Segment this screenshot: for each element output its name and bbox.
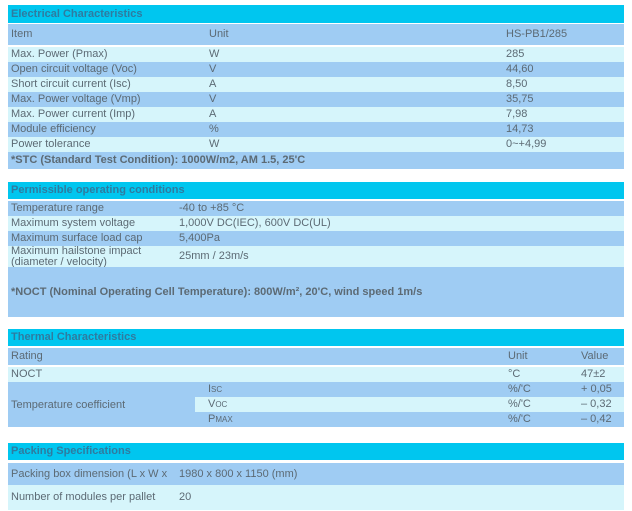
table-row-module-efficiency: Module efficiency % 14,73 bbox=[8, 122, 624, 137]
table-row-short-circuit-current: Short circuit current (Isc) A 8,50 bbox=[8, 77, 624, 92]
cell-unit: W bbox=[209, 48, 220, 60]
cell-isc-unit: %/'C bbox=[505, 382, 578, 397]
column-header-unit: Unit bbox=[209, 28, 229, 40]
cell-pmax-unit: %/'C bbox=[505, 412, 578, 427]
cell-label: Maximum hailstone impact (diameter / vel… bbox=[11, 246, 142, 267]
cell-unit: W bbox=[209, 138, 220, 150]
cell-unit: % bbox=[209, 123, 219, 135]
packing-specifications-section: Packing Specifications Packing box dimen… bbox=[8, 443, 624, 510]
cell-value: 35,75 bbox=[506, 93, 534, 105]
table-row-hailstone-impact: Maximum hailstone impact (diameter / vel… bbox=[8, 246, 624, 267]
column-header-value: Value bbox=[581, 350, 609, 362]
cell-value: 44,60 bbox=[506, 63, 534, 75]
column-header-rating: Rating bbox=[11, 350, 43, 362]
cell-value: 7,98 bbox=[506, 108, 528, 120]
cell-item: Module efficiency bbox=[11, 123, 96, 135]
cell-noct-unit: °C bbox=[505, 367, 578, 382]
cell-value: 25mm / 23m/s bbox=[179, 250, 249, 262]
section-title-thermal: Thermal Characteristics bbox=[8, 329, 624, 346]
cell-label: Temperature range bbox=[11, 202, 104, 214]
table-row-modules-per-pallet: Number of modules per pallet 20 bbox=[8, 485, 624, 510]
table-row-max-power-current: Max. Power current (Imp) A 7,98 bbox=[8, 107, 624, 122]
cell-value: 1980 x 800 x 1150 (mm) bbox=[179, 468, 298, 480]
cell-unit: V bbox=[209, 63, 217, 75]
cell-unit: A bbox=[209, 108, 217, 120]
table-row-max-power-voltage: Max. Power voltage (Vmp) V 35,75 bbox=[8, 92, 624, 107]
cell-pmax-value: – 0,42 bbox=[578, 412, 624, 427]
cell-voc-value: – 0,32 bbox=[578, 397, 624, 412]
cell-item: Power tolerance bbox=[11, 138, 91, 150]
cell-item: Open circuit voltage (Voc) bbox=[11, 63, 137, 75]
cell-value: 285 bbox=[506, 48, 525, 60]
cell-value: 20 bbox=[179, 491, 192, 503]
cell-value: 14,73 bbox=[506, 123, 534, 135]
cell-isc-label: Isc bbox=[195, 382, 505, 397]
thermal-header-row: Rating Unit Value bbox=[8, 348, 624, 365]
cell-voc-label: Voc bbox=[195, 397, 505, 412]
noct-footnote: *NOCT (Nominal Operating Cell Temperatur… bbox=[8, 267, 624, 317]
cell-value: 1,000V DC(IEC), 600V DC(UL) bbox=[179, 217, 331, 229]
cell-label: Number of modules per pallet bbox=[11, 491, 156, 503]
cell-noct-value: 47±2 bbox=[578, 367, 624, 382]
cell-temperature-coefficient-label: Temperature coefficient bbox=[8, 382, 195, 427]
cell-value: 0~+4,99 bbox=[506, 138, 547, 150]
cell-unit: V bbox=[209, 93, 217, 105]
column-header-item: Item bbox=[11, 28, 33, 40]
cell-noct-label: NOCT bbox=[8, 367, 505, 382]
cell-label: Maximum system voltage bbox=[11, 217, 136, 229]
table-row-max-system-voltage: Maximum system voltage 1,000V DC(IEC), 6… bbox=[8, 216, 624, 231]
column-header-unit: Unit bbox=[508, 350, 528, 362]
electrical-characteristics-section: Electrical Characteristics Item Unit HS-… bbox=[8, 5, 624, 169]
cell-item: Max. Power current (Imp) bbox=[11, 108, 136, 120]
cell-item: Short circuit current (Isc) bbox=[11, 78, 131, 90]
cell-label: Packing box dimension (L x W x H) bbox=[11, 468, 168, 480]
operating-conditions-section: Permissible operating conditions Tempera… bbox=[8, 182, 624, 317]
cell-item: Max. Power voltage (Vmp) bbox=[11, 93, 141, 105]
thermal-characteristics-section: Thermal Characteristics Rating Unit Valu… bbox=[8, 329, 624, 427]
cell-voc-unit: %/'C bbox=[505, 397, 578, 412]
section-title-operating: Permissible operating conditions bbox=[8, 182, 624, 199]
table-row-power-tolerance: Power tolerance W 0~+4,99 bbox=[8, 137, 624, 152]
cell-label: Maximum surface load cap bbox=[11, 232, 143, 244]
thermal-body: NOCT °C 47±2 Temperature coefficient Isc… bbox=[8, 367, 624, 427]
cell-value: 5,400Pa bbox=[179, 232, 220, 244]
cell-value: 8,50 bbox=[506, 78, 528, 90]
table-row-max-power: Max. Power (Pmax) W 285 bbox=[8, 47, 624, 62]
cell-item: Max. Power (Pmax) bbox=[11, 48, 108, 60]
column-header-model: HS-PB1/285 bbox=[506, 28, 568, 40]
section-title-packing: Packing Specifications bbox=[8, 443, 624, 460]
section-title-electrical: Electrical Characteristics bbox=[8, 5, 624, 23]
electrical-header-row: Item Unit HS-PB1/285 bbox=[8, 24, 624, 45]
table-row-open-circuit-voltage: Open circuit voltage (Voc) V 44,60 bbox=[8, 62, 624, 77]
table-row-max-surface-load: Maximum surface load cap 5,400Pa bbox=[8, 231, 624, 246]
table-row-temperature-range: Temperature range -40 to +85 °C bbox=[8, 201, 624, 216]
cell-unit: A bbox=[209, 78, 217, 90]
column-header-blank bbox=[195, 348, 505, 365]
cell-isc-value: + 0,05 bbox=[578, 382, 624, 397]
cell-value: -40 to +85 °C bbox=[179, 202, 245, 214]
table-row-packing-box-dimension: Packing box dimension (L x W x H) 1980 x… bbox=[8, 463, 624, 485]
cell-pmax-label: Pmax bbox=[195, 412, 505, 427]
stc-footnote: *STC (Standard Test Condition): 1000W/m2… bbox=[8, 152, 624, 169]
